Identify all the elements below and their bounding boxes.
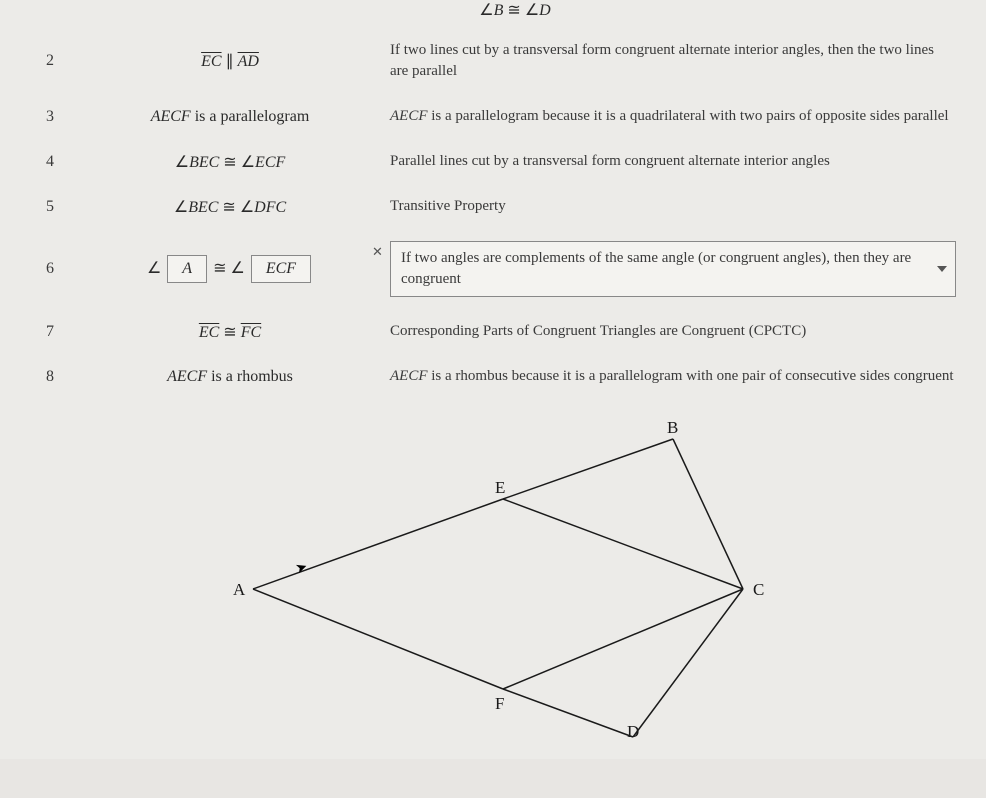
svg-text:C: C: [753, 580, 764, 599]
table-row: 8 AECF is a rhombus AECF is a rhombus be…: [30, 354, 956, 399]
row-statement: ∠BEC ≅ ∠ECF: [90, 152, 370, 172]
svg-text:F: F: [495, 694, 504, 713]
row-reason: AECF is a rhombus because it is a parall…: [390, 366, 956, 387]
row-statement: AECF is a rhombus: [90, 368, 370, 386]
table-row: 5 ∠BEC ≅ ∠DFC Transitive Property: [30, 184, 956, 229]
diagram-svg: A B C D E F: [213, 419, 773, 739]
table-row: 7 EC ≅ FC Corresponding Parts of Congrue…: [30, 309, 956, 354]
svg-text:E: E: [495, 478, 505, 497]
svg-text:B: B: [667, 419, 678, 437]
row-statement: ∠BEC ≅ ∠DFC: [90, 197, 370, 217]
row-number: 7: [30, 323, 70, 341]
angle-input-right[interactable]: ECF: [251, 255, 311, 283]
proof-content: ∠B ≅ ∠D 2 EC ∥ AD If two lines cut by a …: [0, 0, 986, 759]
table-row: 6 ∠ A ≅ ∠ ECF ✕ If two angles are comple…: [30, 229, 956, 309]
row-number: 2: [30, 52, 70, 70]
congruent-symbol: ≅ ∠: [213, 260, 245, 277]
reason-dropdown[interactable]: If two angles are complements of the sam…: [390, 241, 956, 297]
incorrect-mark-icon: ✕: [372, 243, 383, 261]
svg-text:A: A: [233, 580, 246, 599]
row-reason: Corresponding Parts of Congruent Triangl…: [390, 321, 956, 342]
row-reason-container: ✕ If two angles are complements of the s…: [390, 241, 956, 297]
row-statement: AECF is a parallelogram: [90, 108, 370, 126]
row-statement: ∠ A ≅ ∠ ECF: [90, 255, 370, 283]
angle-symbol: ∠: [147, 260, 161, 277]
row-reason: Parallel lines cut by a transversal form…: [390, 151, 956, 172]
row-reason: AECF is a parallelogram because it is a …: [390, 106, 956, 127]
table-row: 2 EC ∥ AD If two lines cut by a transver…: [30, 28, 956, 94]
table-row: 4 ∠BEC ≅ ∠ECF Parallel lines cut by a tr…: [30, 139, 956, 184]
chevron-down-icon: [937, 266, 947, 272]
row-number: 3: [30, 108, 70, 126]
svg-text:D: D: [627, 722, 639, 739]
row-number: 8: [30, 368, 70, 386]
row-number: 4: [30, 153, 70, 171]
geometry-diagram: A B C D E F: [30, 419, 956, 739]
row-reason: Transitive Property: [390, 196, 956, 217]
row-number: 5: [30, 198, 70, 216]
angle-input-left[interactable]: A: [167, 255, 207, 283]
reason-dropdown-text: If two angles are complements of the sam…: [401, 248, 925, 290]
row-number: 6: [30, 260, 70, 278]
row-statement: EC ∥ AD: [90, 51, 370, 71]
table-row: 3 AECF is a parallelogram AECF is a para…: [30, 94, 956, 139]
row-statement: EC ≅ FC: [90, 322, 370, 342]
partial-row-statement: ∠B ≅ ∠D: [30, 0, 956, 28]
row-reason: If two lines cut by a transversal form c…: [390, 40, 956, 82]
proof-table: 2 EC ∥ AD If two lines cut by a transver…: [30, 28, 956, 399]
